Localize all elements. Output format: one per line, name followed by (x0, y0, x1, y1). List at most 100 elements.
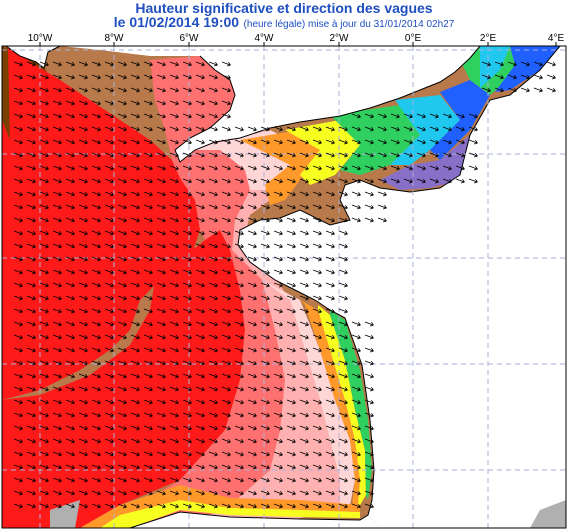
wave-arrow-head (161, 467, 166, 470)
wave-arrow-head (161, 220, 166, 223)
wave-arrow-head (122, 259, 127, 262)
wave-arrow (442, 139, 452, 144)
wave-arrow (416, 165, 426, 170)
wave-arrow (325, 178, 335, 183)
wave-arrow (312, 308, 322, 313)
wave-arrow-head (330, 285, 335, 288)
wave-arrow-head (72, 270, 75, 274)
wave-arrow-head (200, 155, 205, 158)
wave-arrow (260, 139, 270, 144)
wave-arrow-head (85, 348, 88, 352)
wave-arrow (234, 256, 244, 261)
wave-arrow (286, 490, 296, 495)
wave-arrow-head (20, 465, 23, 469)
wave-arrow-head (33, 452, 36, 456)
wave-arrow (91, 178, 101, 183)
wave-arrow-head (109, 324, 114, 327)
wave-arrow (260, 165, 270, 170)
wave-arrow (91, 477, 101, 482)
wave-arrow (234, 269, 244, 274)
wave-arrow (312, 282, 322, 287)
wave-arrow (260, 217, 270, 222)
wave-arrow-head (265, 298, 270, 301)
wave-arrow (104, 399, 114, 404)
wave-arrow-head (291, 129, 296, 132)
wave-arrow (286, 412, 296, 417)
wave-arrow-head (98, 452, 101, 456)
wave-arrow-head (46, 491, 49, 495)
wave-arrow-head (200, 272, 205, 275)
wave-arrow (39, 295, 49, 300)
wave-arrow-head (228, 114, 231, 118)
wave-arrow (26, 282, 36, 287)
wave-arrow-head (135, 493, 140, 496)
wave-arrow-head (527, 75, 530, 79)
wave-arrow-head (33, 218, 36, 222)
wave-arrow-head (319, 413, 322, 417)
wave-arrow (182, 425, 192, 430)
wave-arrow (156, 451, 166, 456)
wave-arrow-head (20, 426, 23, 430)
wave-arrow (39, 282, 49, 287)
wave-arrow-head (371, 426, 374, 430)
wave-arrow-head (228, 153, 231, 157)
wave-arrow (247, 152, 257, 157)
wave-arrow (234, 399, 244, 404)
wave-arrow-head (72, 231, 75, 235)
wave-arrow (208, 61, 218, 66)
wave-arrow-head (499, 77, 504, 80)
wave-arrow-head (226, 389, 231, 392)
wave-arrow-head (46, 465, 49, 469)
wave-arrow (351, 412, 361, 417)
wave-arrow-head (163, 504, 166, 508)
wave-arrow-head (330, 181, 335, 184)
wave-arrow-head (163, 62, 166, 66)
wave-arrow-head (83, 402, 88, 405)
wave-arrow (221, 425, 231, 430)
wave-arrow-head (98, 374, 101, 378)
wave-arrow-head (265, 285, 270, 288)
wave-arrow-head (33, 322, 36, 326)
wave-arrow-head (267, 192, 270, 196)
wave-arrow (169, 282, 179, 287)
wave-arrow-head (57, 259, 62, 262)
wave-arrow-head (306, 491, 309, 495)
wave-arrow-head (384, 114, 387, 118)
wave-arrow-head (332, 322, 335, 326)
wave-arrow-head (460, 142, 465, 145)
wave-arrow (260, 256, 270, 261)
wave-arrow (234, 412, 244, 417)
wave-arrow-head (163, 218, 166, 222)
wave-arrow (195, 347, 205, 352)
wave-arrow-head (369, 168, 374, 171)
wave-arrow-head (96, 233, 101, 236)
wave-arrow-head (293, 309, 296, 313)
wave-arrow-head (176, 75, 179, 79)
wave-arrow-head (304, 324, 309, 327)
wave-arrow-head (122, 194, 127, 197)
wave-arrow (325, 165, 335, 170)
wave-arrow (299, 464, 309, 469)
wave-arrow-head (410, 179, 413, 183)
wave-arrow (65, 165, 75, 170)
wave-arrow-head (70, 324, 75, 327)
wave-arrow-head (31, 363, 36, 366)
wave-arrow (52, 178, 62, 183)
wave-arrow-head (85, 374, 88, 378)
land-britain (60, 46, 480, 162)
wave-arrow-head (343, 168, 348, 171)
wave-arrow (26, 308, 36, 313)
wave-arrow-head (72, 413, 75, 417)
wave-arrow (26, 165, 36, 170)
wave-arrow (13, 243, 23, 248)
wave-arrow (143, 126, 153, 131)
sea-zone-orange (80, 485, 360, 528)
wave-arrow-head (72, 244, 75, 248)
wave-arrow (169, 113, 179, 118)
wave-arrow-head (317, 298, 322, 301)
wave-arrow (143, 87, 153, 92)
wave-arrow (78, 295, 88, 300)
wave-arrow (442, 152, 452, 157)
wave-arrow-head (161, 298, 166, 301)
wave-arrow (221, 347, 231, 352)
